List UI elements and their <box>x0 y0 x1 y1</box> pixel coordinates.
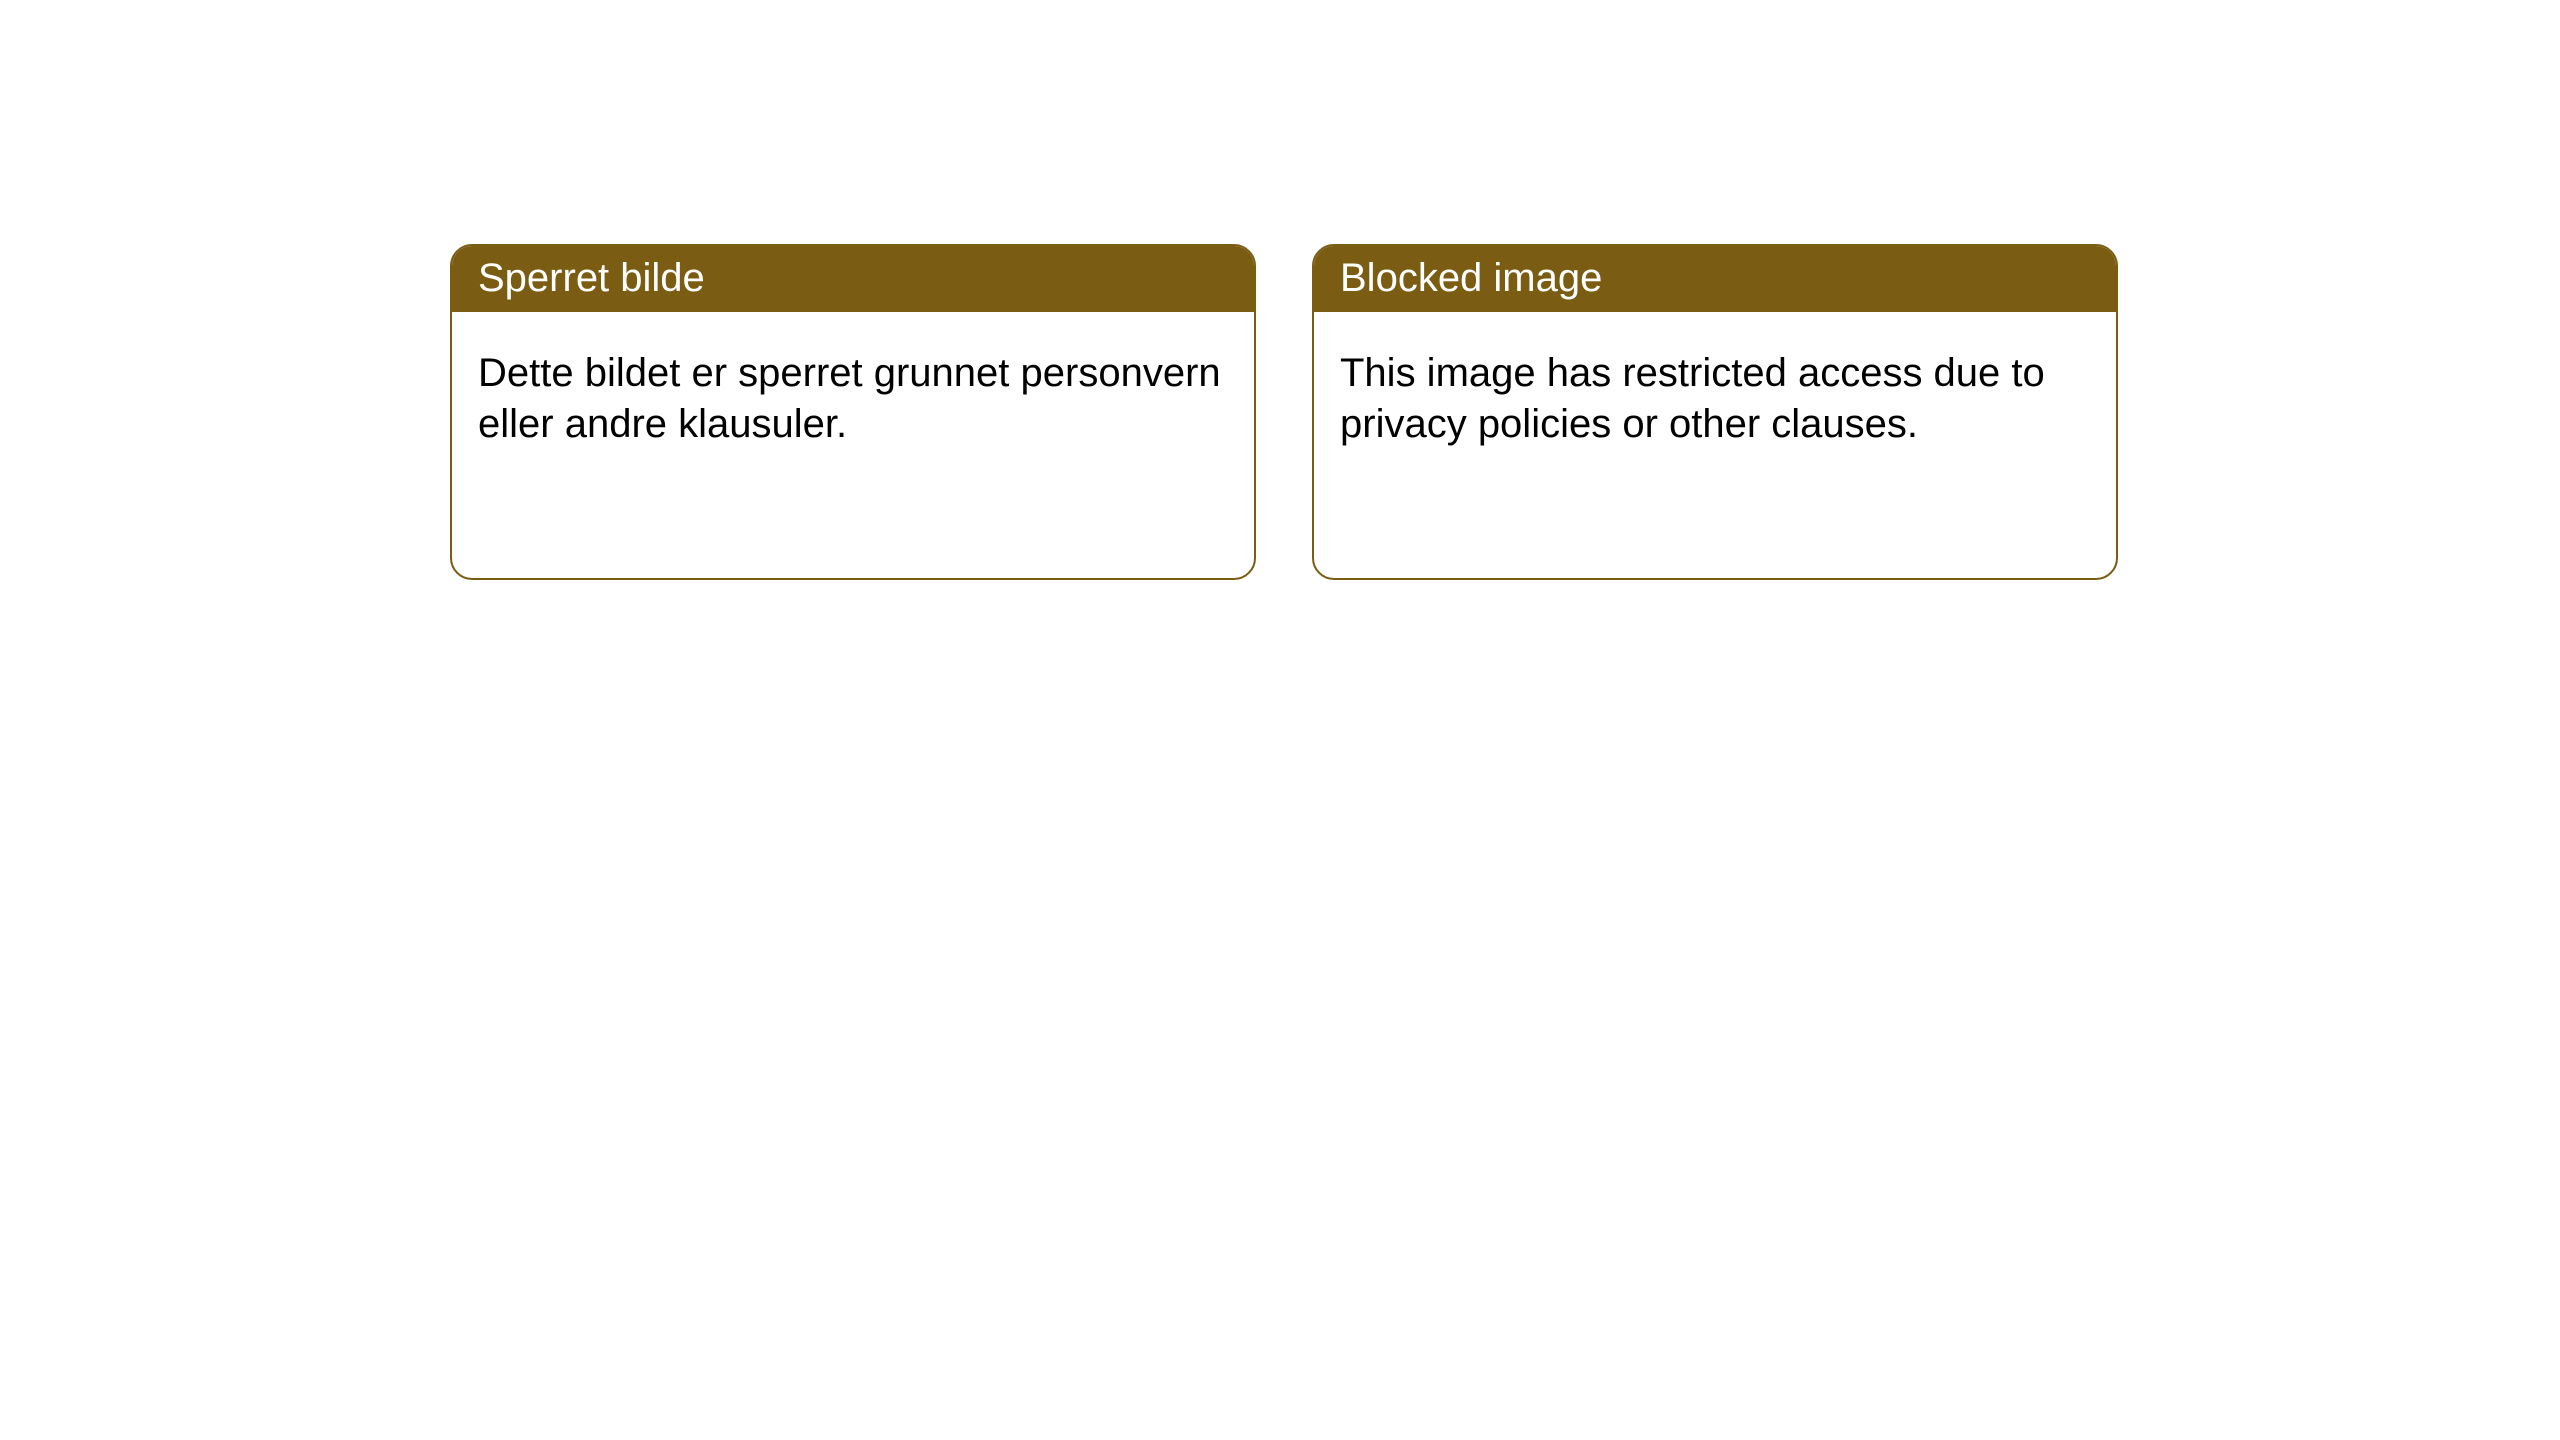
card-body: Dette bildet er sperret grunnet personve… <box>452 312 1254 476</box>
card-body: This image has restricted access due to … <box>1314 312 2116 476</box>
card-title: Blocked image <box>1340 256 1602 300</box>
card-message: Dette bildet er sperret grunnet personve… <box>478 351 1221 446</box>
blocked-image-card-en: Blocked image This image has restricted … <box>1312 244 2118 580</box>
card-message: This image has restricted access due to … <box>1340 351 2045 446</box>
card-row: Sperret bilde Dette bildet er sperret gr… <box>0 0 2560 580</box>
card-header: Sperret bilde <box>452 246 1254 312</box>
card-header: Blocked image <box>1314 246 2116 312</box>
card-title: Sperret bilde <box>478 256 705 300</box>
blocked-image-card-no: Sperret bilde Dette bildet er sperret gr… <box>450 244 1256 580</box>
